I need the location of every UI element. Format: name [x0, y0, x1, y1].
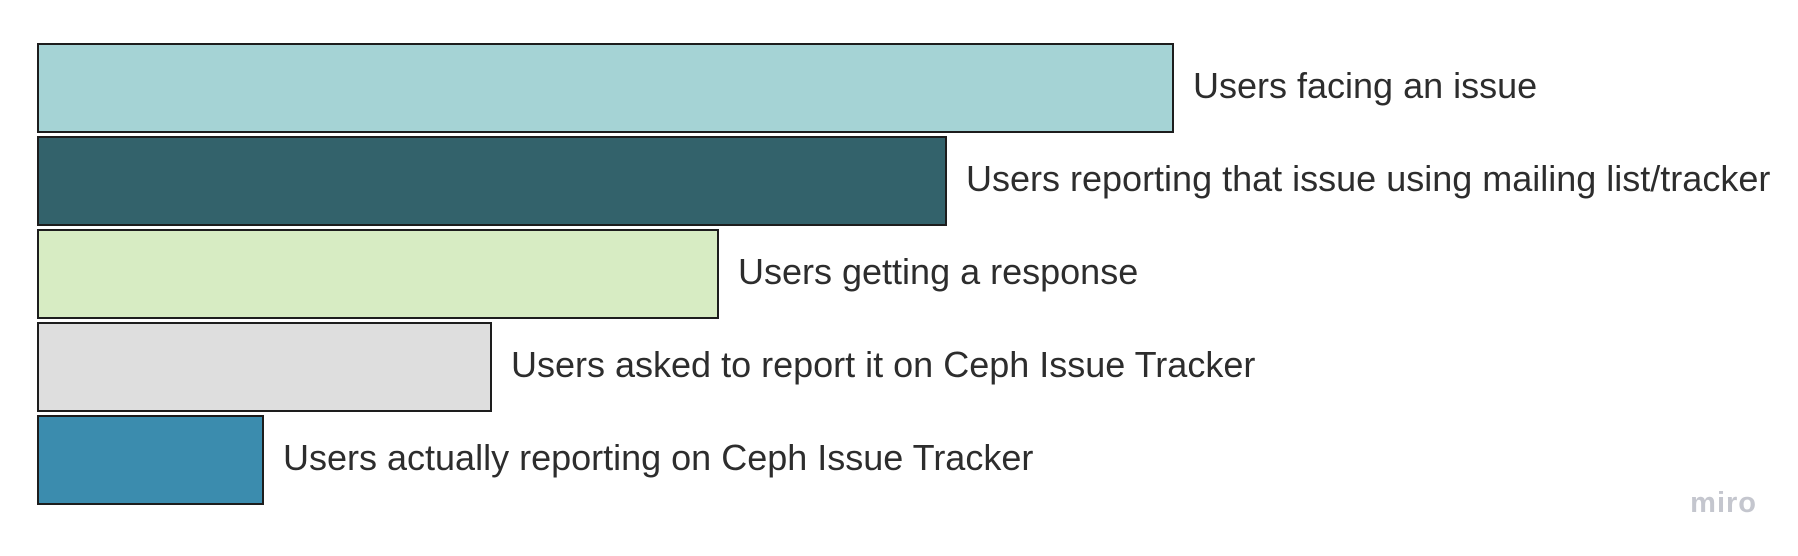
funnel-bar	[37, 322, 492, 412]
funnel-row: Users asked to report it on Ceph Issue T…	[37, 322, 1770, 412]
bar-label: Users asked to report it on Ceph Issue T…	[511, 344, 1256, 385]
funnel-bar	[37, 415, 264, 505]
bar-label: Users reporting that issue using mailing…	[966, 158, 1771, 199]
bar-label: Users getting a response	[738, 251, 1139, 292]
funnel-row: Users getting a response	[37, 229, 1770, 319]
funnel-bar	[37, 229, 719, 319]
bar-label: Users actually reporting on Ceph Issue T…	[283, 437, 1034, 478]
bar-label: Users facing an issue	[1193, 65, 1538, 106]
funnel-chart: Users facing an issue Users reporting tha…	[37, 43, 1770, 505]
funnel-bar	[37, 136, 947, 226]
funnel-row: Users facing an issue	[37, 43, 1770, 133]
miro-watermark-logo: miro	[1690, 487, 1757, 519]
funnel-bar	[37, 43, 1174, 133]
funnel-row: Users actually reporting on Ceph Issue T…	[37, 415, 1770, 505]
funnel-row: Users reporting that issue using mailing…	[37, 136, 1770, 226]
